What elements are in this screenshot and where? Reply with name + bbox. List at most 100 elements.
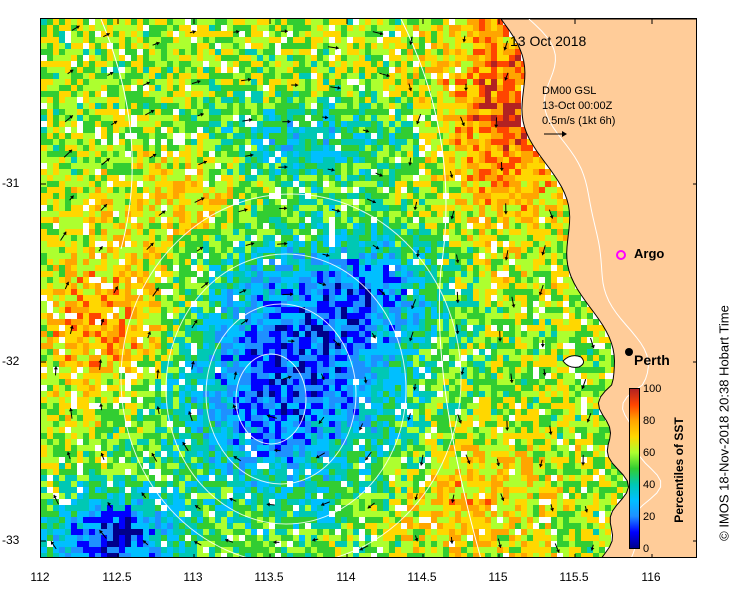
- sst-cell: [41, 301, 47, 307]
- sst-cell: [311, 169, 317, 175]
- sst-cell: [251, 199, 257, 205]
- sst-cell: [347, 319, 353, 325]
- sst-cell: [545, 277, 551, 283]
- sst-cell: [365, 217, 371, 223]
- sst-cell: [197, 265, 203, 271]
- sst-cell: [161, 367, 167, 373]
- sst-cell: [71, 139, 77, 145]
- sst-cell: [515, 55, 521, 61]
- sst-cell: [569, 331, 575, 337]
- sst-cell: [107, 19, 113, 25]
- sst-cell: [101, 133, 107, 139]
- sst-cell: [227, 301, 233, 307]
- sst-cell: [473, 211, 479, 217]
- sst-cell: [233, 163, 239, 169]
- sst-cell: [515, 379, 521, 385]
- sst-cell: [287, 259, 293, 265]
- sst-cell: [299, 223, 305, 229]
- sst-cell: [419, 133, 425, 139]
- sst-cell: [389, 127, 395, 133]
- sst-cell: [329, 187, 335, 193]
- sst-cell: [173, 19, 179, 25]
- sst-cell: [437, 247, 443, 253]
- sst-cell: [431, 253, 437, 259]
- sst-cell: [527, 235, 533, 241]
- sst-cell: [533, 271, 539, 277]
- sst-cell: [155, 97, 161, 103]
- sst-cell: [71, 43, 77, 49]
- sst-cell: [401, 325, 407, 331]
- sst-cell: [449, 355, 455, 361]
- sst-cell: [527, 229, 533, 235]
- sst-cell: [437, 97, 443, 103]
- sst-cell: [329, 205, 335, 211]
- sst-cell: [581, 361, 587, 367]
- sst-cell: [317, 163, 323, 169]
- sst-cell: [539, 199, 545, 205]
- sst-cell: [209, 43, 215, 49]
- sst-cell: [299, 79, 305, 85]
- sst-cell: [179, 193, 185, 199]
- sst-cell: [383, 145, 389, 151]
- sst-cell: [365, 379, 371, 385]
- sst-cell: [197, 79, 203, 85]
- sst-cell: [401, 169, 407, 175]
- sst-cell: [89, 379, 95, 385]
- sst-cell: [347, 223, 353, 229]
- sst-cell: [233, 181, 239, 187]
- sst-cell: [143, 61, 149, 67]
- sst-cell: [497, 193, 503, 199]
- sst-cell: [323, 379, 329, 385]
- sst-cell: [353, 223, 359, 229]
- sst-cell: [335, 175, 341, 181]
- sst-cell: [323, 349, 329, 355]
- sst-cell: [467, 37, 473, 43]
- sst-cell: [179, 169, 185, 175]
- sst-cell: [275, 169, 281, 175]
- sst-cell: [329, 253, 335, 259]
- sst-cell: [143, 19, 149, 25]
- sst-cell: [497, 43, 503, 49]
- sst-cell: [305, 223, 311, 229]
- sst-cell: [167, 217, 173, 223]
- sst-cell: [479, 259, 485, 265]
- sst-cell: [89, 205, 95, 211]
- sst-cell: [509, 175, 515, 181]
- sst-cell: [179, 205, 185, 211]
- sst-cell: [83, 133, 89, 139]
- sst-cell: [305, 121, 311, 127]
- sst-cell: [371, 145, 377, 151]
- sst-cell: [89, 247, 95, 253]
- sst-cell: [449, 247, 455, 253]
- sst-cell: [137, 67, 143, 73]
- sst-cell: [119, 151, 125, 157]
- sst-cell: [539, 157, 545, 163]
- sst-cell: [359, 301, 365, 307]
- sst-cell: [353, 283, 359, 289]
- sst-cell: [317, 283, 323, 289]
- sst-cell: [497, 67, 503, 73]
- sst-cell: [389, 121, 395, 127]
- sst-cell: [215, 313, 221, 319]
- sst-cell: [239, 295, 245, 301]
- sst-cell: [281, 229, 287, 235]
- sst-cell: [149, 67, 155, 73]
- sst-cell: [287, 379, 293, 385]
- sst-cell: [281, 367, 287, 373]
- sst-cell: [437, 355, 443, 361]
- sst-map[interactable]: [40, 18, 697, 558]
- sst-cell: [173, 307, 179, 313]
- sst-cell: [143, 241, 149, 247]
- sst-cell: [275, 25, 281, 31]
- sst-cell: [533, 265, 539, 271]
- sst-cell: [479, 355, 485, 361]
- sst-cell: [533, 325, 539, 331]
- sst-cell: [293, 163, 299, 169]
- sst-cell: [269, 25, 275, 31]
- sst-cell: [53, 103, 59, 109]
- sst-cell: [581, 343, 587, 349]
- sst-cell: [203, 163, 209, 169]
- sst-cell: [149, 199, 155, 205]
- sst-cell: [437, 163, 443, 169]
- sst-cell: [533, 349, 539, 355]
